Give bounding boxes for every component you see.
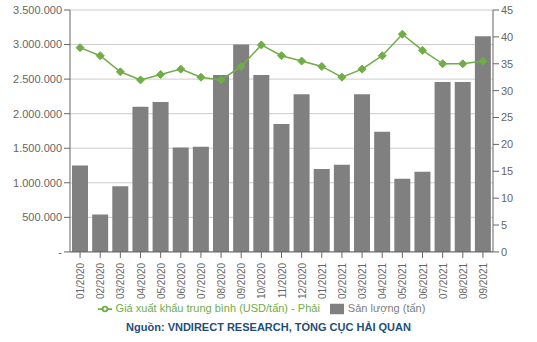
svg-text:08/2021: 08/2021 — [458, 262, 469, 299]
svg-text:0: 0 — [501, 246, 507, 258]
svg-text:01/2021: 01/2021 — [317, 262, 328, 299]
svg-text:-: - — [58, 246, 62, 258]
svg-text:04/2021: 04/2021 — [377, 262, 388, 299]
svg-text:1.000.000: 1.000.000 — [13, 177, 62, 189]
svg-text:3.500.000: 3.500.000 — [13, 4, 62, 16]
svg-text:500.000: 500.000 — [22, 211, 62, 223]
svg-text:30: 30 — [501, 85, 513, 97]
svg-text:04/2020: 04/2020 — [136, 262, 147, 299]
svg-text:40: 40 — [501, 31, 513, 43]
svg-text:01/2020: 01/2020 — [75, 262, 86, 299]
svg-text:02/2020: 02/2020 — [95, 262, 106, 299]
svg-text:09/2021: 09/2021 — [478, 262, 489, 299]
svg-text:10: 10 — [501, 192, 513, 204]
svg-text:07/2021: 07/2021 — [438, 262, 449, 299]
svg-text:05/2021: 05/2021 — [397, 262, 408, 299]
svg-text:02/2021: 02/2021 — [337, 262, 348, 299]
html-text:Nguồn: VNDIRECT RESEARCH, TỔNG: Nguồn: VNDIRECT RESEARCH, TỔNG CỤC HẢI Q… — [126, 321, 411, 333]
svg-text:15: 15 — [501, 165, 513, 177]
svg-text:2.000.000: 2.000.000 — [13, 108, 62, 120]
svg-text:11/2020: 11/2020 — [277, 262, 288, 298]
html-text:Sản lượng (tấn): Sản lượng (tấn) — [347, 301, 426, 314]
svg-text:5: 5 — [501, 219, 507, 231]
svg-text:06/2020: 06/2020 — [176, 262, 187, 299]
svg-text:35: 35 — [501, 58, 513, 70]
svg-text:05/2020: 05/2020 — [156, 262, 167, 299]
html-text:Giá xuất khẩu trung bình (USD/: Giá xuất khẩu trung bình (USD/tấn) - Phả… — [115, 301, 320, 314]
svg-text:3.000.000: 3.000.000 — [13, 38, 62, 50]
svg-text:45: 45 — [501, 4, 513, 16]
svg-text:20: 20 — [501, 138, 513, 150]
svg-text:07/2020: 07/2020 — [196, 262, 207, 299]
svg-text:03/2021: 03/2021 — [357, 262, 368, 299]
svg-text:12/2020: 12/2020 — [297, 262, 308, 299]
svg-text:1.500.000: 1.500.000 — [13, 142, 62, 154]
svg-text:08/2020: 08/2020 — [216, 262, 227, 299]
svg-text:10/2020: 10/2020 — [256, 262, 267, 299]
svg-text:25: 25 — [501, 111, 513, 123]
svg-text:06/2021: 06/2021 — [418, 262, 429, 299]
svg-text:09/2020: 09/2020 — [236, 262, 247, 299]
svg-text:2.500.000: 2.500.000 — [13, 73, 62, 85]
svg-text:03/2020: 03/2020 — [115, 262, 126, 299]
